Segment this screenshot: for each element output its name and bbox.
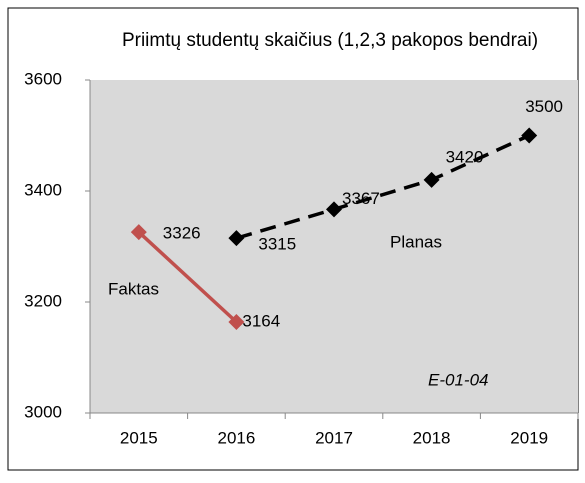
x-tick-label: 2016 xyxy=(217,428,255,447)
data-label: 3315 xyxy=(258,235,296,254)
series-line xyxy=(137,230,238,324)
series-line xyxy=(235,133,530,240)
x-tick-label: 2015 xyxy=(120,428,158,447)
annotation: E-01-04 xyxy=(428,370,488,389)
title-box: Priimtų studentų skaičius (1,2,3 pakopos… xyxy=(121,30,539,51)
marker xyxy=(521,127,538,144)
x-tick-label: 2019 xyxy=(510,428,548,447)
y-tick-label: 3600 xyxy=(24,69,62,88)
chart-title: Priimtų studentų skaičius (1,2,3 pakopos… xyxy=(121,30,539,51)
marker xyxy=(423,171,440,188)
y-tick-label: 3200 xyxy=(24,291,62,310)
y-tick-label: 3000 xyxy=(24,402,62,421)
data-label: 3420 xyxy=(446,147,484,166)
marker xyxy=(130,224,147,241)
data-label: 3326 xyxy=(163,224,201,243)
x-tick-label: 2018 xyxy=(413,428,451,447)
y-tick-label: 3400 xyxy=(24,180,62,199)
data-label: 3367 xyxy=(342,189,380,208)
data-label: 3500 xyxy=(525,97,563,116)
data-label: 3164 xyxy=(242,311,280,330)
series-name: Faktas xyxy=(108,279,159,298)
plot-background xyxy=(90,80,578,413)
marker xyxy=(228,313,245,330)
marker xyxy=(326,201,342,218)
x-tick-label: 2017 xyxy=(315,428,353,447)
marker xyxy=(228,230,245,247)
series-name: Planas xyxy=(390,232,442,251)
